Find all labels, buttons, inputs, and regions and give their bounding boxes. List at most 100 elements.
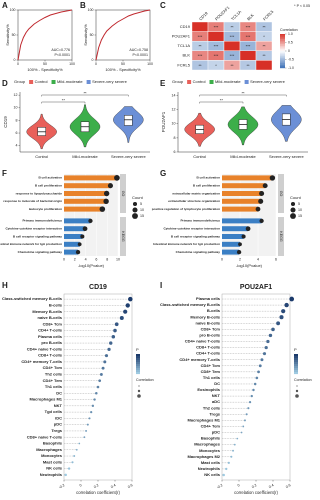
point: [222, 473, 225, 477]
significance-label: ***: [246, 24, 251, 29]
point: [125, 303, 130, 308]
color-legend-title: P: [136, 347, 139, 352]
category-label: Macrophages: [194, 442, 221, 447]
bar: [222, 249, 240, 255]
point: [276, 321, 281, 326]
category-label: Macrophages M2: [188, 454, 221, 459]
point: [98, 379, 102, 383]
bar: [64, 198, 107, 204]
category-label: Th1 cells: [203, 375, 221, 380]
heatmap-cell: [191, 21, 209, 32]
size-legend-dot: [138, 385, 140, 387]
color-legend-segment: [136, 370, 140, 373]
column-label: FCRL5: [262, 8, 275, 21]
point: [104, 354, 109, 358]
size-legend-dot: [137, 394, 141, 398]
x-tick-label: 6: [95, 257, 97, 261]
column-label: TCL1A: [230, 9, 243, 22]
chart-title: POU2AF1: [240, 284, 272, 291]
category-label: CD8+ naive T-cells: [27, 434, 63, 439]
y-axis-label: Sensitivity%: [5, 24, 10, 46]
y-tick-label: 4: [16, 144, 18, 148]
x-tick-label: Control: [193, 154, 206, 159]
size-legend-label: 5: [140, 202, 142, 206]
category-label: Basophils: [43, 441, 63, 446]
point: [264, 345, 268, 350]
category-label: Th2 cells: [203, 405, 221, 410]
significance-label: ***: [198, 34, 203, 39]
colorbar-segment: [280, 44, 285, 47]
size-legend-dot: [132, 213, 138, 219]
category-label: extracellular structure organization: [168, 199, 220, 203]
x-tick-label: -0.2: [216, 483, 223, 490]
point: [95, 392, 98, 395]
point: [240, 431, 243, 434]
category-label: CD4+ naive T-cells: [27, 346, 63, 351]
x-tick-label: 0: [237, 483, 241, 487]
count-dot: [82, 226, 88, 232]
colorbar-segment: [280, 35, 285, 38]
point: [247, 407, 250, 410]
panel-letter: B: [80, 1, 86, 10]
roc-curve: [17, 9, 73, 61]
colorbar-segment: [280, 37, 285, 40]
color-legend-segment: [136, 362, 140, 365]
point: [284, 302, 289, 308]
point: [252, 388, 255, 392]
category-label: B-cells: [207, 308, 221, 313]
point: [91, 404, 95, 407]
point: [83, 436, 86, 439]
x-tick-label: 0: [221, 257, 223, 261]
legend-swatch: [244, 80, 249, 84]
x-tick-label: 100: [147, 62, 153, 66]
x-tick-label: 2: [239, 257, 241, 261]
x-tick-label: Severe-very severe: [269, 154, 304, 159]
size-legend-label: 15: [298, 214, 302, 218]
colorbar-tick-label: 0.5: [288, 40, 293, 44]
x-axis-label: correlation coefficient(r): [234, 490, 278, 495]
bar: [64, 175, 117, 181]
category-label: Class-switched memory B-cells: [160, 302, 221, 307]
x-tick-label: 0: [17, 62, 19, 66]
point: [111, 335, 116, 339]
y-tick-label: 0: [92, 58, 94, 62]
size-legend-dot: [132, 201, 138, 207]
panel-letter: C: [160, 1, 166, 10]
count-dot: [77, 242, 82, 247]
point: [100, 373, 103, 376]
point: [227, 461, 230, 464]
colorbar-segment: [280, 45, 285, 48]
category-label: pDC: [54, 422, 62, 427]
y-tick-label: 8: [174, 136, 176, 140]
y-axis-label: POU2AF1: [161, 111, 166, 132]
note: * P < 0.05: [294, 4, 310, 8]
column-label: BLK: [246, 12, 255, 21]
category-label: response to lipopolysaccharide: [16, 191, 63, 195]
category-label: NK cells: [46, 466, 63, 471]
column-label: CD19: [198, 10, 209, 21]
category-label: Neutrophils: [40, 472, 63, 477]
color-legend-segment: [136, 366, 140, 369]
category-label: CD8+ T-cells: [38, 353, 63, 358]
size-legend-dot: [296, 385, 298, 387]
legend-swatch: [29, 80, 34, 84]
category-label: B cell activation: [196, 176, 220, 180]
color-legend-segment: [294, 372, 298, 375]
x-axis-label: 100% - Specificity%: [105, 67, 141, 72]
point: [258, 364, 262, 368]
count-dot: [88, 218, 93, 224]
colorbar-segment: [280, 62, 285, 65]
point: [248, 401, 252, 404]
point: [253, 382, 257, 386]
category-label: CD4+ T-cells: [38, 328, 63, 333]
color-legend-segment: [294, 356, 298, 359]
significance-label: ***: [214, 24, 219, 29]
significance-label: ***: [246, 44, 251, 49]
category-label: B cell proliferation: [35, 184, 62, 188]
x-tick-label: 100: [69, 62, 75, 66]
panel-letter: G: [160, 169, 166, 178]
y-tick-label: 10: [172, 122, 176, 126]
significance-label: ***: [230, 53, 235, 58]
color-legend-segment: [136, 360, 140, 363]
count-dot: [99, 206, 106, 212]
